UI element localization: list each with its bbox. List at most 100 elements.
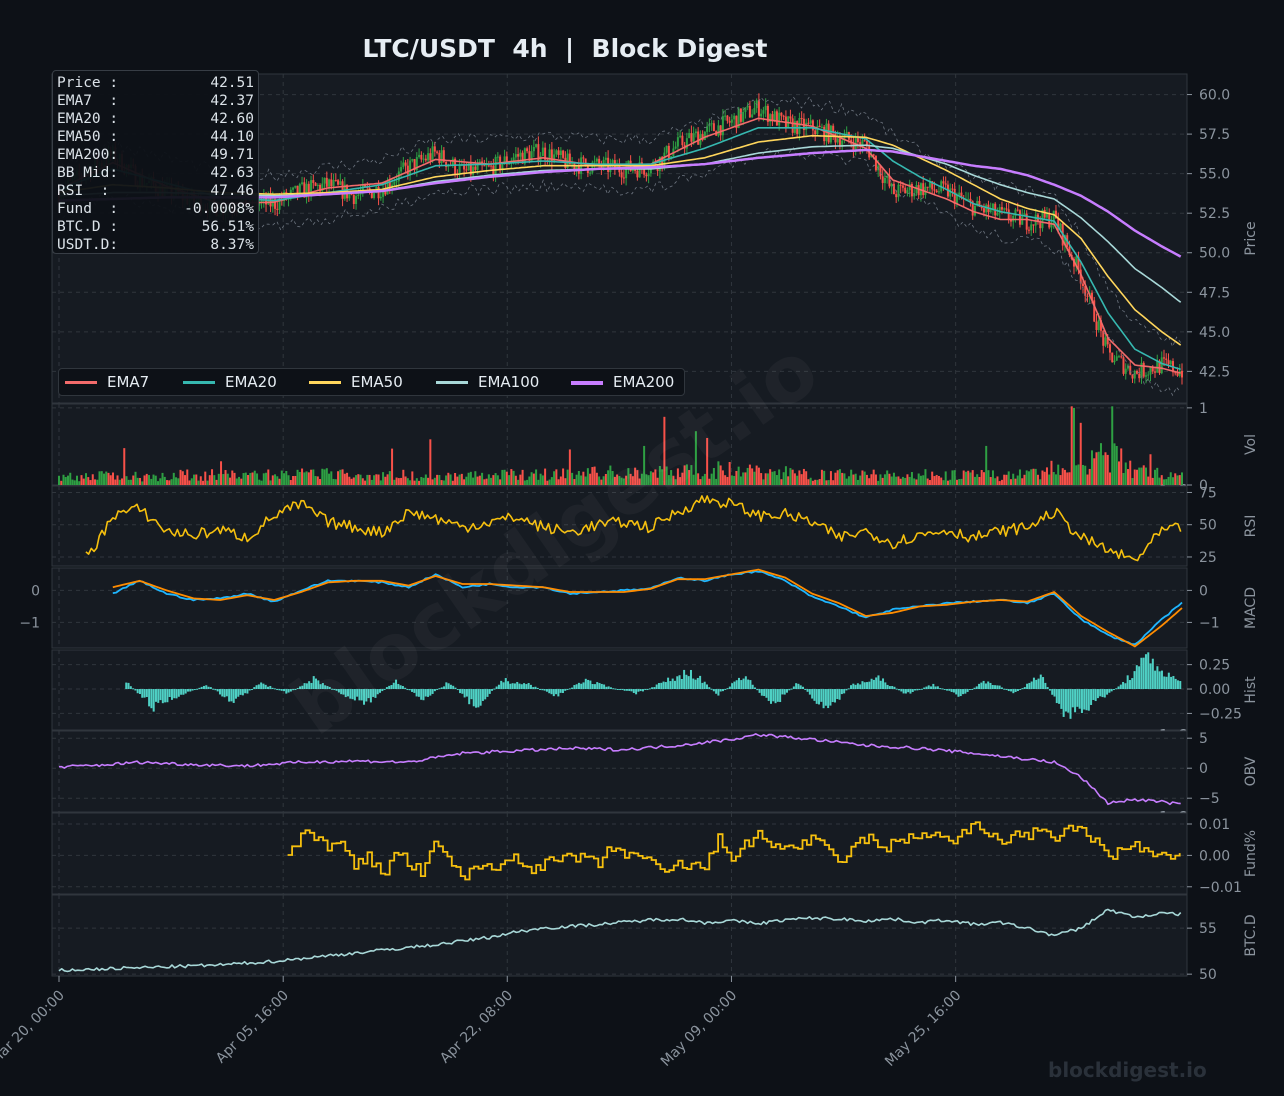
hist-bar — [408, 689, 411, 691]
hist-bar — [1172, 675, 1175, 690]
hist-bar — [763, 689, 766, 697]
hist-bar — [1099, 689, 1102, 697]
volume-bar — [760, 473, 763, 485]
volume-bar — [917, 473, 920, 485]
candle-body — [793, 121, 796, 133]
hist-bar — [214, 689, 217, 691]
hist-bar — [1037, 678, 1040, 690]
hist-bar — [228, 689, 231, 702]
candle-body — [667, 145, 670, 159]
hist-bar — [845, 689, 848, 691]
candle-body — [717, 125, 720, 136]
hist-bar — [500, 680, 503, 690]
candle-body — [721, 116, 724, 136]
bollinger-upper — [58, 95, 1182, 348]
hist-bar — [326, 686, 329, 690]
hist-bar — [1042, 677, 1045, 690]
volume-bar — [487, 474, 490, 485]
volume-bar — [755, 465, 758, 485]
candle-body — [951, 188, 954, 190]
ytick-label-price-5: 55.0 — [1199, 167, 1230, 183]
ytick-label-hist-0: −0.25 — [1199, 706, 1242, 722]
candle-body — [976, 200, 979, 206]
volume-bar — [1151, 477, 1154, 485]
hist-bar — [193, 689, 196, 691]
volume-bar — [350, 478, 353, 485]
hist-bar — [337, 689, 340, 693]
hist-bar — [644, 689, 647, 691]
candle-body — [969, 198, 972, 202]
volume-bar — [987, 470, 990, 485]
volume-bar — [87, 477, 90, 485]
candle-body — [571, 163, 574, 165]
ytick-label-macd-1: 0 — [1199, 583, 1208, 599]
hist-bar — [625, 689, 628, 691]
hist-bar — [808, 689, 811, 695]
volume-bar — [791, 469, 794, 485]
volume-bar — [409, 480, 412, 485]
candle-body — [463, 164, 466, 170]
ylabel-volume: Vol — [1243, 434, 1259, 455]
volume-bar — [508, 475, 511, 485]
hist-bar — [262, 683, 265, 690]
volume-bar — [1077, 464, 1080, 485]
hist-bar — [372, 689, 375, 697]
hist-bar — [230, 689, 233, 702]
candle-body — [548, 149, 551, 162]
hist-bar — [900, 689, 903, 692]
hist-bar — [1048, 689, 1051, 691]
hist-bar — [582, 682, 585, 690]
candle-body — [726, 115, 729, 121]
hist-bar — [497, 684, 500, 690]
candle-body — [474, 166, 477, 170]
ytick-label-price-3: 50.0 — [1199, 246, 1230, 262]
volume-bar — [217, 473, 220, 485]
hist-bar — [1035, 679, 1038, 690]
volume-bar — [805, 471, 808, 485]
hist-bar — [264, 684, 267, 690]
candle-body — [739, 108, 742, 122]
hist-bar — [932, 683, 935, 690]
volume-bar — [62, 474, 65, 485]
xtick-label-3: May 09, 00:00 — [658, 988, 740, 1070]
hist-bar — [454, 687, 457, 690]
volume-bar — [600, 479, 603, 485]
hist-bar — [244, 689, 247, 694]
hist-bar — [733, 681, 736, 690]
volume-bar — [159, 478, 162, 485]
hist-bar — [200, 686, 203, 690]
volume-bar — [1144, 467, 1147, 485]
volume-bar — [1014, 478, 1017, 485]
hist-bar — [673, 680, 676, 690]
candle-body — [1147, 374, 1150, 376]
candle-body — [838, 138, 841, 147]
candle-body — [991, 203, 994, 210]
hist-bar — [685, 674, 688, 690]
volume-bar — [544, 468, 547, 485]
volume-bar — [206, 480, 209, 485]
hist-bar — [294, 689, 297, 691]
hist-bar — [946, 689, 949, 691]
volume-bar — [782, 472, 785, 485]
hist-bar — [589, 680, 592, 690]
hist-bar — [653, 687, 656, 690]
volume-bar — [1009, 479, 1012, 485]
volume-bar — [751, 468, 754, 485]
volume-bar — [541, 475, 544, 485]
candle-body — [325, 177, 328, 187]
hist-bar — [984, 683, 987, 690]
volume-bar — [1099, 443, 1102, 485]
volume-bar — [125, 476, 128, 485]
volume-bar — [748, 464, 751, 485]
hist-bar — [404, 687, 407, 690]
hist-bar — [1067, 689, 1070, 713]
volume-bar — [298, 471, 301, 485]
volume-bar — [168, 480, 171, 485]
hist-bar — [310, 682, 313, 690]
hist-bar — [285, 689, 288, 694]
candle-body — [1120, 356, 1123, 358]
hist-bar — [1000, 687, 1003, 690]
candle-body — [746, 105, 749, 108]
candle-body — [334, 180, 337, 182]
volume-bar — [746, 467, 749, 485]
